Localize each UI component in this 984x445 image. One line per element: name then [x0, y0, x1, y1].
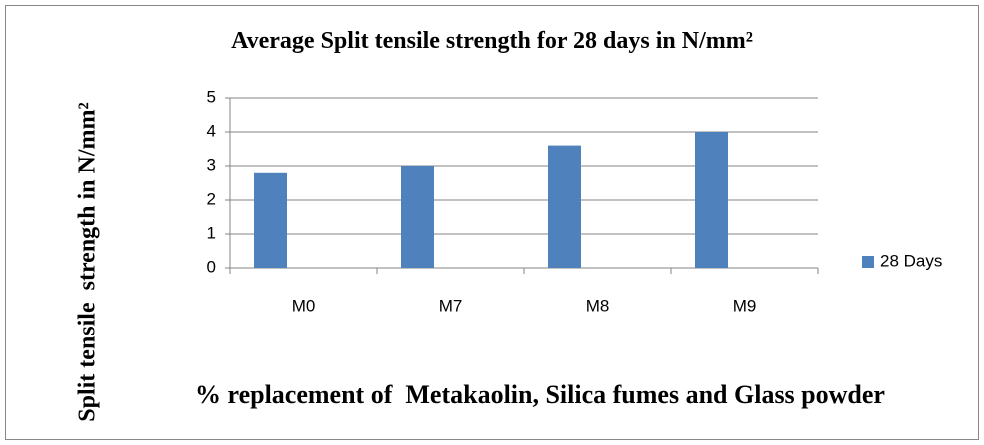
y-tick-label: 4: [207, 121, 216, 140]
y-tick-label: 5: [207, 87, 216, 106]
bar: [695, 132, 728, 268]
legend-swatch: [862, 256, 874, 268]
chart-border: [5, 5, 979, 440]
bar: [401, 166, 434, 268]
x-tick-label: M7: [439, 296, 463, 315]
y-axis-label: Split tensile strength in N/mm²: [74, 102, 101, 422]
y-tick-label: 3: [207, 155, 216, 174]
x-tick-label: M8: [586, 296, 610, 315]
y-tick-label: 1: [207, 223, 216, 242]
legend-label: 28 Days: [880, 251, 942, 270]
x-tick-label: M0: [292, 296, 316, 315]
y-tick-label: 0: [207, 257, 216, 276]
chart-title: Average Split tensile strength for 28 da…: [231, 28, 753, 54]
x-axis-label: % replacement of Metakaolin, Silica fume…: [195, 380, 885, 409]
x-tick-label: M9: [733, 296, 757, 315]
bar: [548, 145, 581, 268]
y-tick-label: 2: [207, 189, 216, 208]
bar: [254, 172, 287, 268]
